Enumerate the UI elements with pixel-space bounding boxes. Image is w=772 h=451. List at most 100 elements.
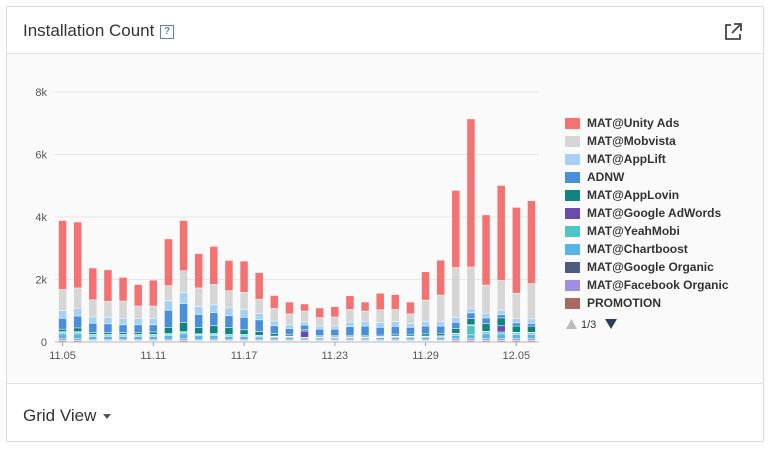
bar-segment[interactable] (210, 326, 218, 334)
bar-segment[interactable] (89, 300, 97, 317)
bar-segment[interactable] (452, 335, 460, 339)
bar-segment[interactable] (179, 334, 188, 339)
bar-segment[interactable] (467, 338, 475, 340)
bar-segment[interactable] (119, 325, 127, 333)
bar-segment[interactable] (149, 318, 158, 325)
bar-segment[interactable] (452, 338, 460, 340)
bar-segment[interactable] (361, 302, 369, 311)
bar-segment[interactable] (255, 332, 263, 336)
legend-label[interactable]: MAT@AppLift (587, 152, 666, 166)
bar-segment[interactable] (210, 246, 218, 285)
bar-segment[interactable] (467, 335, 475, 339)
bar-segment[interactable] (210, 335, 218, 339)
bar-segment[interactable] (194, 336, 203, 340)
bar-segment[interactable] (482, 332, 490, 334)
legend-label[interactable]: MAT@Mobvista (587, 134, 676, 148)
triangle-down-icon[interactable] (605, 319, 617, 329)
bar-segment[interactable] (164, 301, 173, 310)
bar-segment[interactable] (58, 289, 67, 311)
bar-segment[interactable] (164, 286, 173, 301)
bar-segment[interactable] (179, 303, 188, 323)
bar-segment[interactable] (73, 308, 82, 316)
bar-segment[interactable] (134, 336, 142, 340)
bar-segment[interactable] (376, 327, 384, 335)
bar-segment[interactable] (376, 337, 384, 340)
bar-segment[interactable] (210, 284, 218, 305)
bar-segment[interactable] (134, 284, 142, 306)
bar-segment[interactable] (346, 338, 354, 340)
bar-segment[interactable] (225, 291, 233, 308)
bar-segment[interactable] (482, 323, 490, 332)
bar-segment[interactable] (73, 338, 82, 340)
bar-segment[interactable] (119, 332, 127, 335)
bar-segment[interactable] (467, 318, 475, 325)
bar-segment[interactable] (58, 338, 67, 340)
bar-segment[interactable] (210, 312, 218, 326)
bar-segment[interactable] (406, 334, 415, 336)
legend-label[interactable]: MAT@Google Organic (587, 260, 714, 274)
bar-segment[interactable] (270, 326, 279, 334)
bar-segment[interactable] (270, 308, 279, 321)
bar-segment[interactable] (164, 310, 173, 328)
bar-segment[interactable] (89, 336, 97, 340)
bar-segment[interactable] (421, 337, 430, 340)
bar-segment[interactable] (452, 267, 460, 318)
bar-segment[interactable] (194, 314, 203, 328)
bar-segment[interactable] (346, 335, 354, 337)
bar-segment[interactable] (119, 318, 127, 325)
bar-segment[interactable] (331, 335, 339, 337)
bar-segment[interactable] (194, 253, 203, 288)
bar-segment[interactable] (58, 329, 67, 332)
bar-segment[interactable] (149, 336, 158, 340)
bar-segment[interactable] (391, 337, 400, 340)
bar-segment[interactable] (300, 338, 309, 340)
bar-segment[interactable] (149, 306, 158, 319)
bar-segment[interactable] (527, 326, 536, 333)
bar-segment[interactable] (527, 334, 536, 339)
bar-segment[interactable] (512, 318, 521, 323)
bar-segment[interactable] (134, 332, 142, 335)
bar-segment[interactable] (240, 317, 248, 330)
bar-segment[interactable] (482, 318, 490, 324)
bar-segment[interactable] (164, 335, 173, 339)
grid-view-dropdown[interactable]: Grid View (23, 406, 112, 426)
bar-segment[interactable] (134, 325, 142, 333)
bar-segment[interactable] (164, 334, 173, 336)
bar-segment[interactable] (285, 328, 294, 334)
bar-segment[interactable] (497, 318, 505, 326)
bar-segment[interactable] (315, 338, 324, 340)
legend-label[interactable]: MAT@Chartboost (587, 242, 688, 256)
bar-segment[interactable] (497, 326, 505, 332)
bar-segment[interactable] (315, 326, 324, 329)
bar-segment[interactable] (331, 338, 339, 340)
bar-segment[interactable] (73, 334, 82, 339)
bar-segment[interactable] (255, 299, 263, 314)
bar-segment[interactable] (240, 336, 248, 340)
bar-segment[interactable] (376, 335, 384, 337)
bar-segment[interactable] (225, 336, 233, 340)
bar-segment[interactable] (512, 334, 521, 339)
bar-segment[interactable] (179, 271, 188, 293)
bar-segment[interactable] (331, 326, 339, 329)
bar-segment[interactable] (421, 300, 430, 322)
bar-segment[interactable] (512, 293, 521, 318)
bar-segment[interactable] (149, 332, 158, 335)
bar-segment[interactable] (179, 292, 188, 304)
bar-segment[interactable] (512, 207, 521, 293)
bar-segment[interactable] (331, 329, 339, 336)
bar-segment[interactable] (512, 326, 521, 333)
bar-segment[interactable] (467, 267, 475, 308)
bar-segment[interactable] (376, 310, 384, 323)
bar-segment[interactable] (104, 336, 112, 340)
bar-segment[interactable] (270, 321, 279, 326)
bar-segment[interactable] (391, 309, 400, 322)
bar-segment[interactable] (179, 322, 188, 332)
bar-segment[interactable] (58, 220, 67, 290)
bar-segment[interactable] (436, 321, 445, 326)
bar-segment[interactable] (194, 334, 203, 336)
bar-segment[interactable] (436, 337, 445, 340)
bar-segment[interactable] (482, 215, 490, 285)
bar-segment[interactable] (361, 311, 369, 322)
bar-segment[interactable] (255, 313, 263, 320)
bar-segment[interactable] (497, 332, 505, 334)
